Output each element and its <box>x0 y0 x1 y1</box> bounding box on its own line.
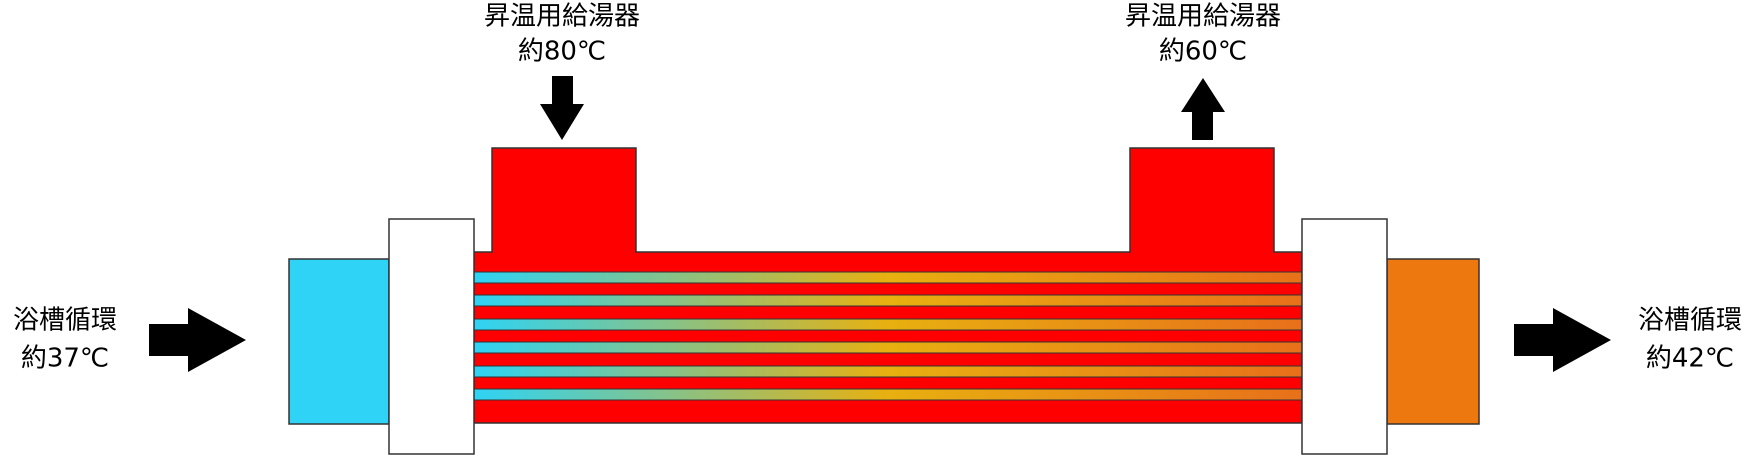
tube <box>473 365 1303 378</box>
tube <box>473 318 1303 331</box>
left-flange <box>388 218 475 455</box>
hot-out-name: 昇温用給湯器 <box>1125 2 1281 32</box>
arrow-up <box>1181 78 1225 140</box>
hot-in-name: 昇温用給湯器 <box>484 2 640 32</box>
outlet-chamber <box>1386 258 1480 425</box>
inlet-chamber <box>288 258 390 425</box>
arrow-right-in <box>149 308 246 372</box>
tube <box>473 271 1303 284</box>
bath-out-temp: 約42℃ <box>1646 344 1734 374</box>
arrow-down <box>540 76 584 140</box>
tube <box>473 294 1303 307</box>
right-flange <box>1301 218 1388 455</box>
bath-out-name: 浴槽循環 <box>1638 306 1742 336</box>
bath-in-name: 浴槽循環 <box>13 306 117 336</box>
shell <box>473 147 1303 424</box>
tube <box>473 341 1303 354</box>
hot-out-temp: 約60℃ <box>1159 37 1247 67</box>
tube <box>473 388 1303 401</box>
hot-in-temp: 約80℃ <box>518 37 606 67</box>
bath-in-temp: 約37℃ <box>21 344 109 374</box>
arrow-right-out <box>1514 308 1611 372</box>
